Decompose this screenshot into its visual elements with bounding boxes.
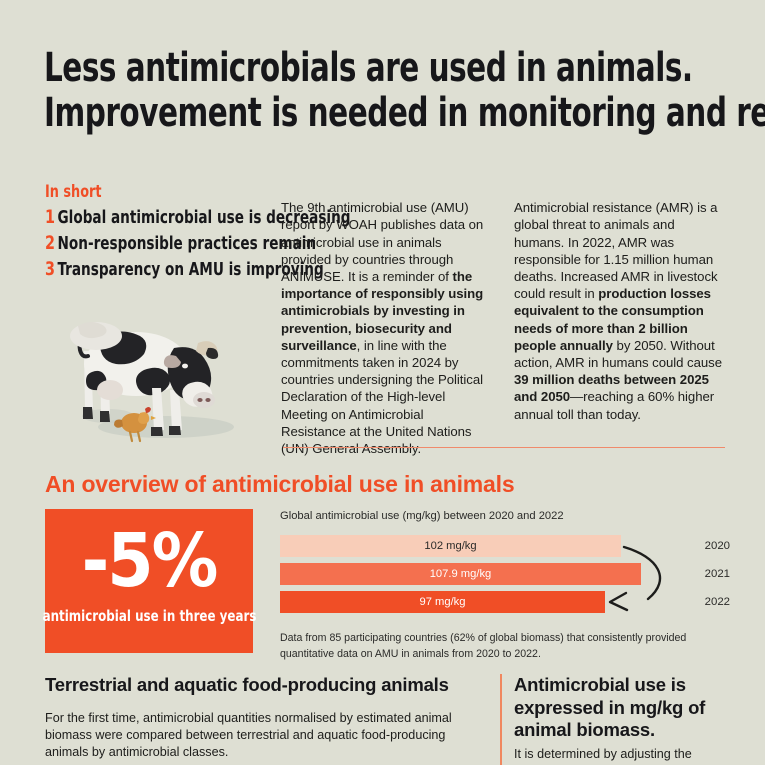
cow-chicken-illustration: [48, 296, 263, 444]
in-short-block: In short 1 Global antimicrobial use is d…: [45, 182, 351, 284]
intro-right-part1: Antimicrobial resistance (AMR) is a glob…: [514, 200, 718, 302]
bar-year-2021: 2021: [704, 568, 730, 580]
bottom-left-heading: Terrestrial and aquatic food-producing a…: [45, 674, 449, 695]
intro-paragraph-middle: The 9th antimicrobial use (AMU) report b…: [281, 199, 486, 457]
intro-right-bold1: production losses equivalent to the cons…: [514, 286, 711, 353]
bar-row-2021: 107.9 mg/kg 2021: [280, 563, 730, 585]
in-short-label-1: Global antimicrobial use is decreasing: [57, 207, 351, 228]
in-short-item-3: 3 Transparency on AMU is improving: [45, 258, 324, 281]
bar-row-2020: 102 mg/kg 2020: [280, 535, 730, 557]
bar-year-2022: 2022: [704, 596, 730, 608]
intro-paragraph-right: Antimicrobial resistance (AMR) is a glob…: [514, 199, 722, 423]
bar-label-2022: 97 mg/kg: [419, 596, 466, 608]
overview-section-heading: An overview of antimicrobial use in anim…: [45, 471, 515, 497]
bar-2021: 107.9 mg/kg: [280, 563, 641, 585]
chart-bars: 102 mg/kg 2020 107.9 mg/kg 2021 97 mg/kg…: [280, 535, 730, 613]
in-short-item-2: 2 Non-responsible practices remain: [45, 232, 316, 255]
intro-right-part3: —reaching a 60% higher annual toll than …: [514, 389, 715, 422]
section-divider: [283, 447, 725, 448]
stat-value: -5%: [81, 518, 219, 604]
bottom-left-body: For the first time, antimicrobial quanti…: [45, 711, 452, 759]
cow-icon: [70, 322, 234, 443]
in-short-number-1: 1: [45, 206, 56, 228]
intro-mid-bold1: the importance of responsibly using anti…: [281, 269, 484, 353]
intro-right-part2: by 2050. Without action, AMR in humans c…: [514, 337, 722, 371]
bottom-right-body: It is determined by adjusting the: [514, 746, 692, 761]
bottom-vertical-divider: [500, 674, 502, 765]
intro-right-bold2: 39 million deaths between 2025 and 2050: [514, 372, 709, 405]
bottom-section-left: Terrestrial and aquatic food-producing a…: [45, 674, 475, 761]
bar-row-2022: 97 mg/kg 2022: [280, 591, 730, 613]
bottom-right-heading: Antimicrobial use is expressed in mg/kg …: [514, 674, 706, 740]
bar-label-2021: 107.9 mg/kg: [429, 568, 492, 580]
bar-year-2020: 2020: [704, 540, 730, 552]
amu-bar-chart: Global antimicrobial use (mg/kg) between…: [280, 509, 730, 662]
chart-source-note: Data from 85 participating countries (62…: [280, 632, 687, 660]
bar-label-2020: 102 mg/kg: [424, 540, 477, 552]
intro-column-middle: The 9th antimicrobial use (AMU) report b…: [281, 186, 486, 470]
in-short-number-2: 2: [45, 232, 56, 254]
stat-highlight-box: -5% antimicrobial use in three years: [42, 509, 256, 653]
page-title: Less antimicrobials are used in animals.…: [44, 45, 765, 136]
in-short-number-3: 3: [45, 258, 56, 280]
bar-2022: 97 mg/kg: [280, 591, 605, 613]
in-short-title: In short: [45, 182, 102, 202]
intro-column-right: Antimicrobial resistance (AMR) is a glob…: [514, 186, 722, 436]
chart-title: Global antimicrobial use (mg/kg) between…: [280, 510, 564, 522]
in-short-label-2: Non-responsible practices remain: [57, 233, 317, 254]
intro-mid-part2: , in line with the commitments taken in …: [281, 337, 483, 457]
intro-mid-part1: The 9th antimicrobial use (AMU) report b…: [281, 200, 484, 284]
headline-line-1: Less antimicrobials are used in animals.: [44, 45, 693, 91]
headline-line-2: Improvement is needed in monitoring and …: [44, 90, 765, 136]
bar-2020: 102 mg/kg: [280, 535, 621, 557]
stat-caption: antimicrobial use in three years: [42, 607, 256, 625]
in-short-item-1: 1 Global antimicrobial use is decreasing: [45, 206, 351, 229]
bottom-section-right: Antimicrobial use is expressed in mg/kg …: [514, 674, 729, 763]
in-short-label-3: Transparency on AMU is improving: [57, 259, 324, 280]
